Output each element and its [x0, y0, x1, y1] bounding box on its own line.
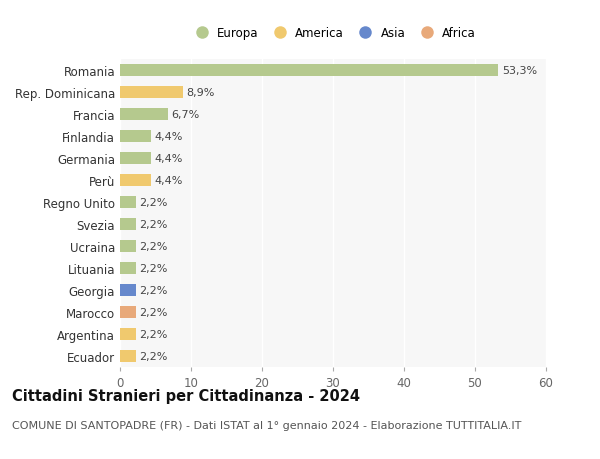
Text: 4,4%: 4,4%: [155, 175, 183, 185]
Bar: [120, 306, 136, 319]
Bar: [120, 174, 151, 186]
Bar: [120, 350, 136, 362]
Text: 2,2%: 2,2%: [139, 307, 167, 317]
Text: 2,2%: 2,2%: [139, 263, 167, 274]
Text: 4,4%: 4,4%: [155, 153, 183, 163]
Legend: Europa, America, Asia, Africa: Europa, America, Asia, Africa: [185, 22, 481, 45]
Text: 4,4%: 4,4%: [155, 132, 183, 141]
Text: 2,2%: 2,2%: [139, 219, 167, 230]
Bar: [120, 262, 136, 274]
Text: 2,2%: 2,2%: [139, 351, 167, 361]
Text: 8,9%: 8,9%: [187, 88, 215, 98]
Bar: [120, 108, 167, 121]
Bar: [120, 218, 136, 230]
Text: 2,2%: 2,2%: [139, 285, 167, 295]
Text: 2,2%: 2,2%: [139, 241, 167, 252]
Bar: [120, 65, 499, 77]
Bar: [120, 328, 136, 340]
Bar: [120, 284, 136, 297]
Text: 6,7%: 6,7%: [171, 110, 199, 120]
Text: Cittadini Stranieri per Cittadinanza - 2024: Cittadini Stranieri per Cittadinanza - 2…: [12, 388, 360, 403]
Text: 2,2%: 2,2%: [139, 197, 167, 207]
Bar: [120, 87, 183, 99]
Bar: [120, 130, 151, 143]
Bar: [120, 196, 136, 208]
Bar: [120, 241, 136, 252]
Text: 53,3%: 53,3%: [502, 66, 537, 76]
Bar: [120, 152, 151, 165]
Text: COMUNE DI SANTOPADRE (FR) - Dati ISTAT al 1° gennaio 2024 - Elaborazione TUTTITA: COMUNE DI SANTOPADRE (FR) - Dati ISTAT a…: [12, 420, 521, 430]
Text: 2,2%: 2,2%: [139, 329, 167, 339]
